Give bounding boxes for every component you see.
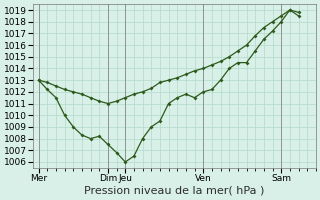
X-axis label: Pression niveau de la mer( hPa ): Pression niveau de la mer( hPa ) — [84, 186, 265, 196]
